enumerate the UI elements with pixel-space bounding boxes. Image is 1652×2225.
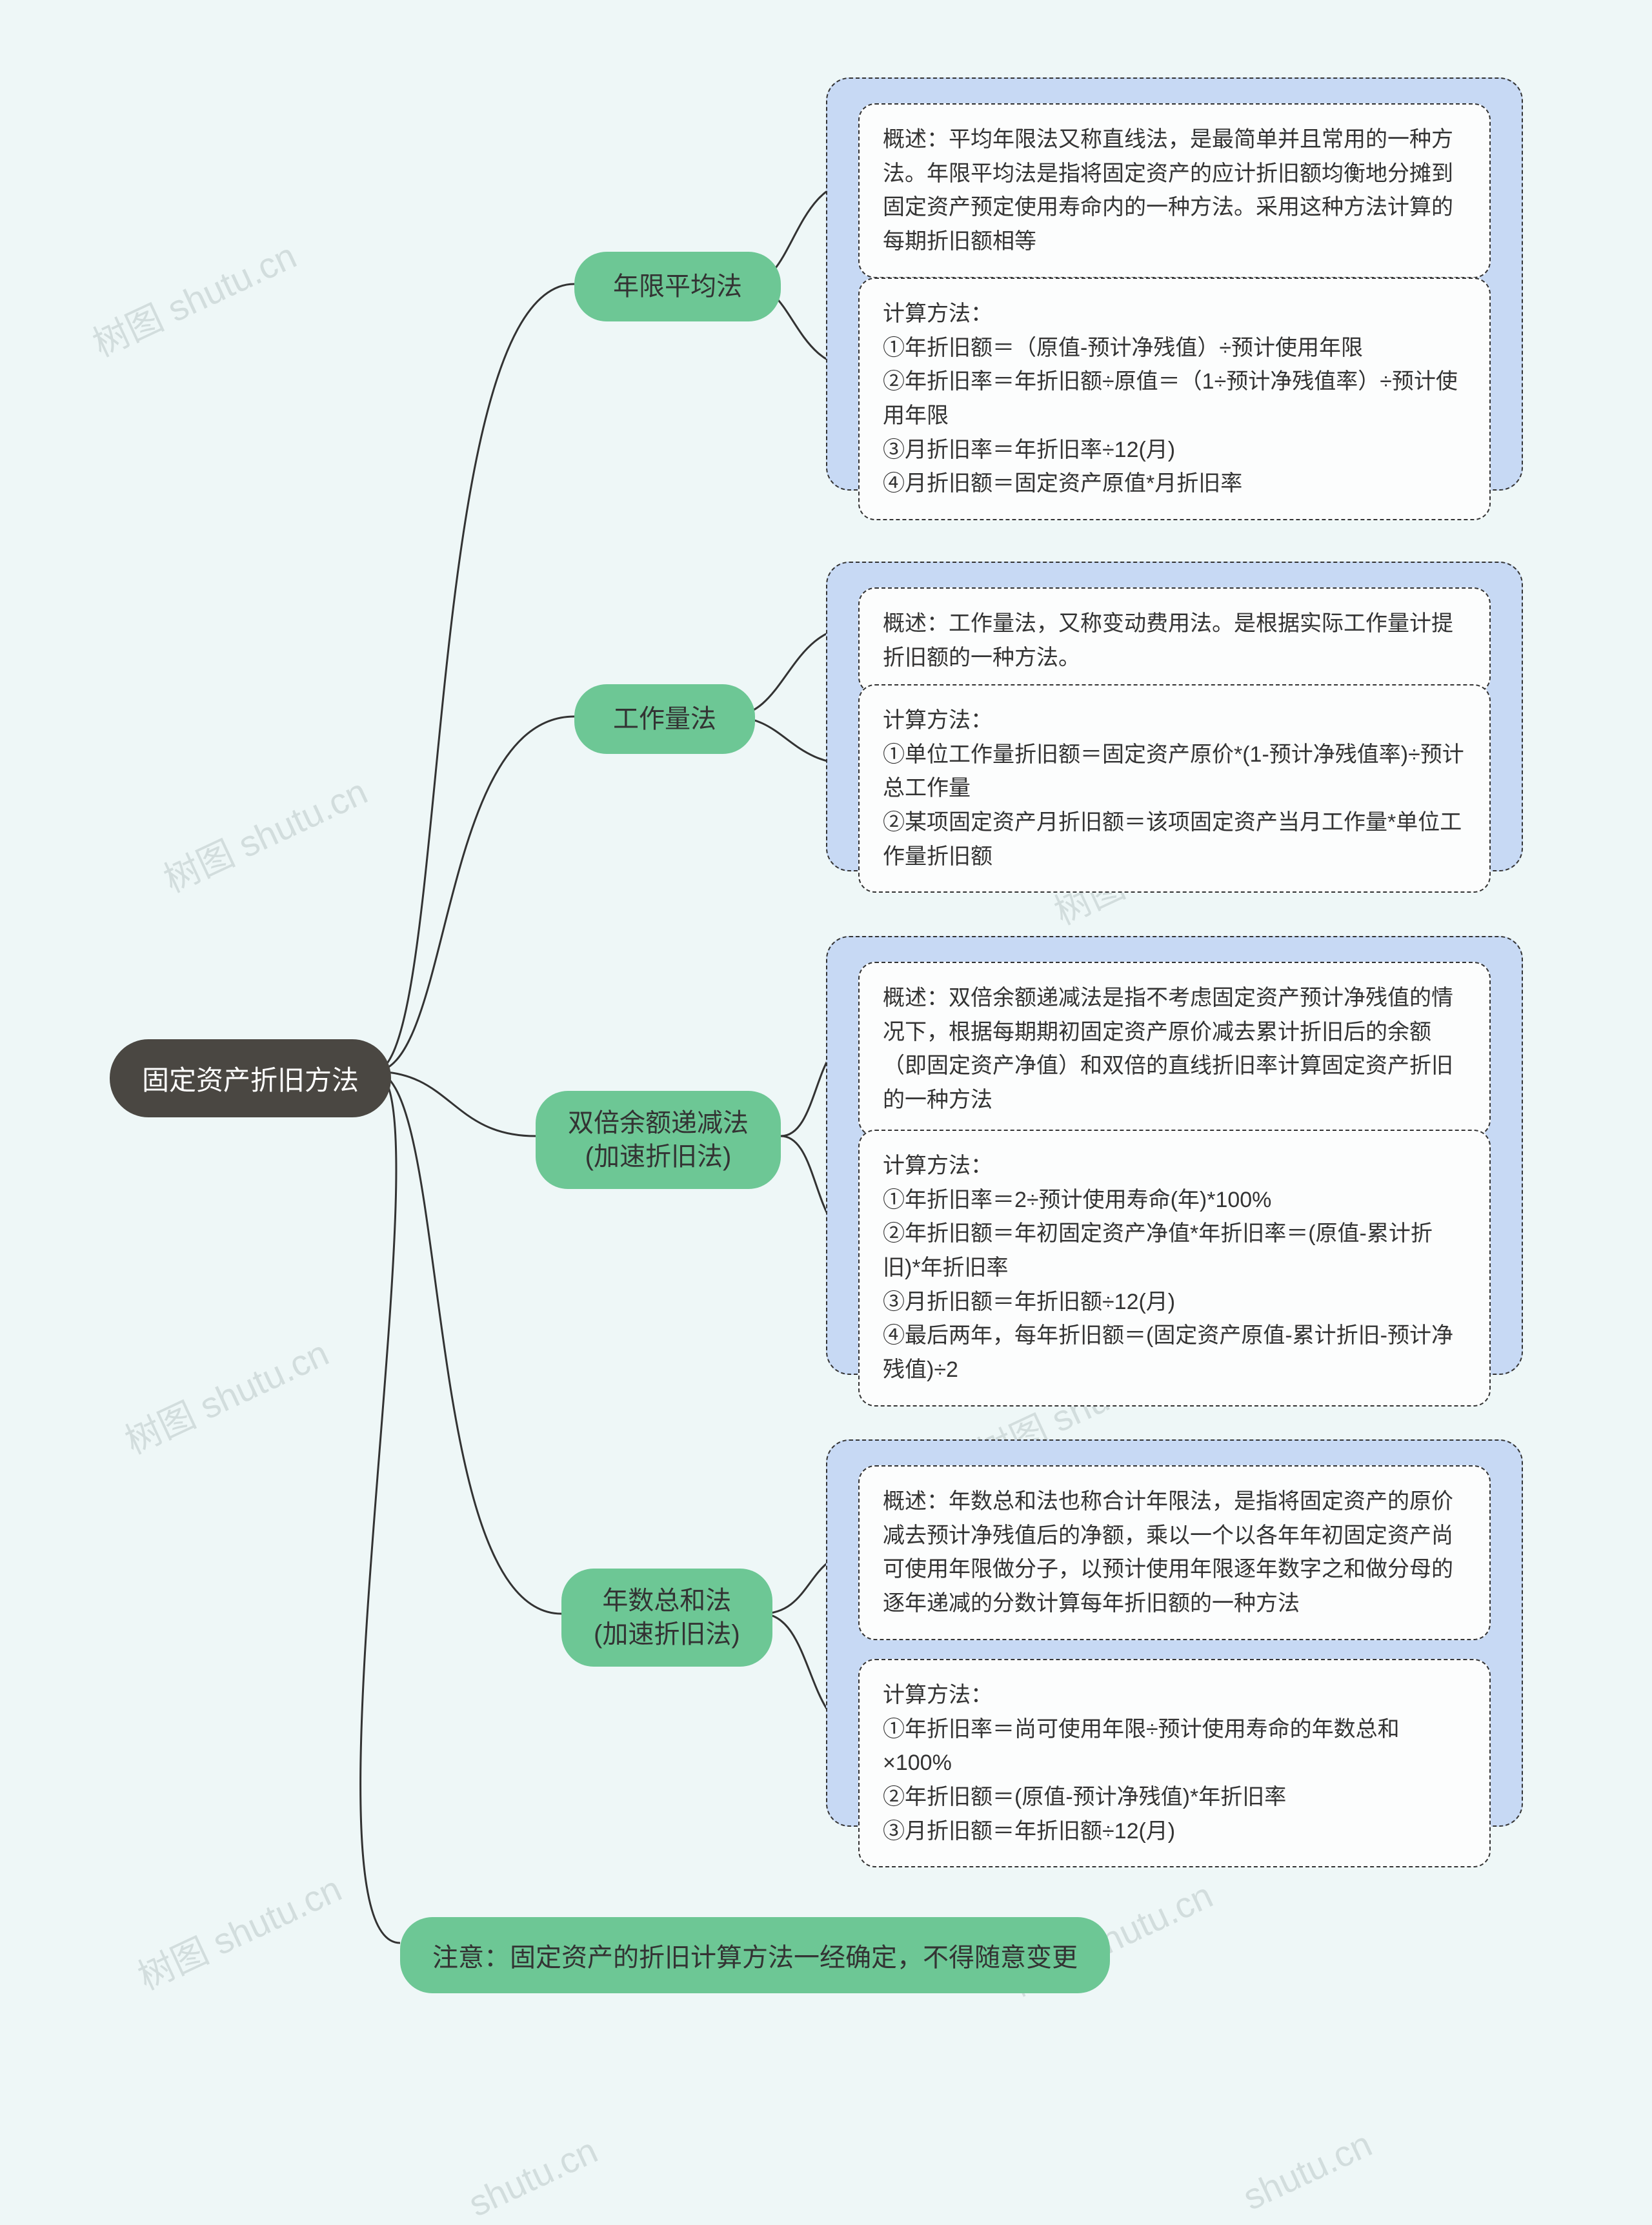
method-label: 工作量法	[613, 705, 716, 733]
watermark: 树图 shutu.cn	[83, 227, 304, 367]
leaf-m2-calc: 计算方法： ①单位工作量折旧额＝固定资产原价*(1-预计净残值率)÷预计总工作量…	[858, 684, 1491, 893]
leaf-m3-overview: 概述：双倍余额递减法是指不考虑固定资产预计净残值的情况下，根据每期期初固定资产原…	[858, 962, 1491, 1137]
watermark: shutu.cn	[462, 2129, 603, 2224]
root-node: 固定资产折旧方法	[110, 1039, 391, 1117]
method-node-m3: 双倍余额递减法 (加速折旧法)	[536, 1091, 781, 1189]
watermark: 树图 shutu.cn	[116, 1325, 336, 1465]
method-label-l2: (加速折旧法)	[594, 1620, 740, 1649]
diagram-canvas: 树图 shutu.cn 树图 shutu.cn 树图 shutu.cn 树图 s…	[0, 0, 1652, 2211]
method-label: 年限平均法	[613, 272, 742, 301]
leaf-m2-overview: 概述：工作量法，又称变动费用法。是根据实际工作量计提折旧额的一种方法。	[858, 587, 1491, 694]
note-text: 注意：固定资产的折旧计算方法一经确定，不得随意变更	[432, 1944, 1078, 1972]
root-label: 固定资产折旧方法	[142, 1065, 359, 1095]
watermark: 树图 shutu.cn	[154, 763, 375, 903]
method-label-l1: 双倍余额递减法	[568, 1109, 749, 1137]
method-label-l2: (加速折旧法)	[585, 1143, 732, 1171]
method-node-m2: 工作量法	[574, 684, 755, 754]
leaf-m1-calc: 计算方法： ①年折旧额＝（原值-预计净残值）÷预计使用年限 ②年折旧率＝年折旧额…	[858, 278, 1491, 520]
note-node: 注意：固定资产的折旧计算方法一经确定，不得随意变更	[400, 1917, 1110, 1993]
leaf-m3-calc: 计算方法： ①年折旧率＝2÷预计使用寿命(年)*100% ②年折旧额＝年初固定资…	[858, 1130, 1491, 1407]
method-node-m1: 年限平均法	[574, 252, 781, 321]
method-node-m4: 年数总和法 (加速折旧法)	[561, 1569, 772, 1667]
watermark: shutu.cn	[1236, 2122, 1378, 2218]
method-label-l1: 年数总和法	[602, 1587, 731, 1615]
leaf-m4-overview: 概述：年数总和法也称合计年限法，是指将固定资产的原价减去预计净残值后的净额，乘以…	[858, 1465, 1491, 1640]
watermark: 树图 shutu.cn	[128, 1860, 349, 2000]
leaf-m4-calc: 计算方法： ①年折旧率＝尚可使用年限÷预计使用寿命的年数总和×100% ②年折旧…	[858, 1659, 1491, 1867]
leaf-m1-overview: 概述：平均年限法又称直线法，是最简单并且常用的一种方法。年限平均法是指将固定资产…	[858, 103, 1491, 278]
